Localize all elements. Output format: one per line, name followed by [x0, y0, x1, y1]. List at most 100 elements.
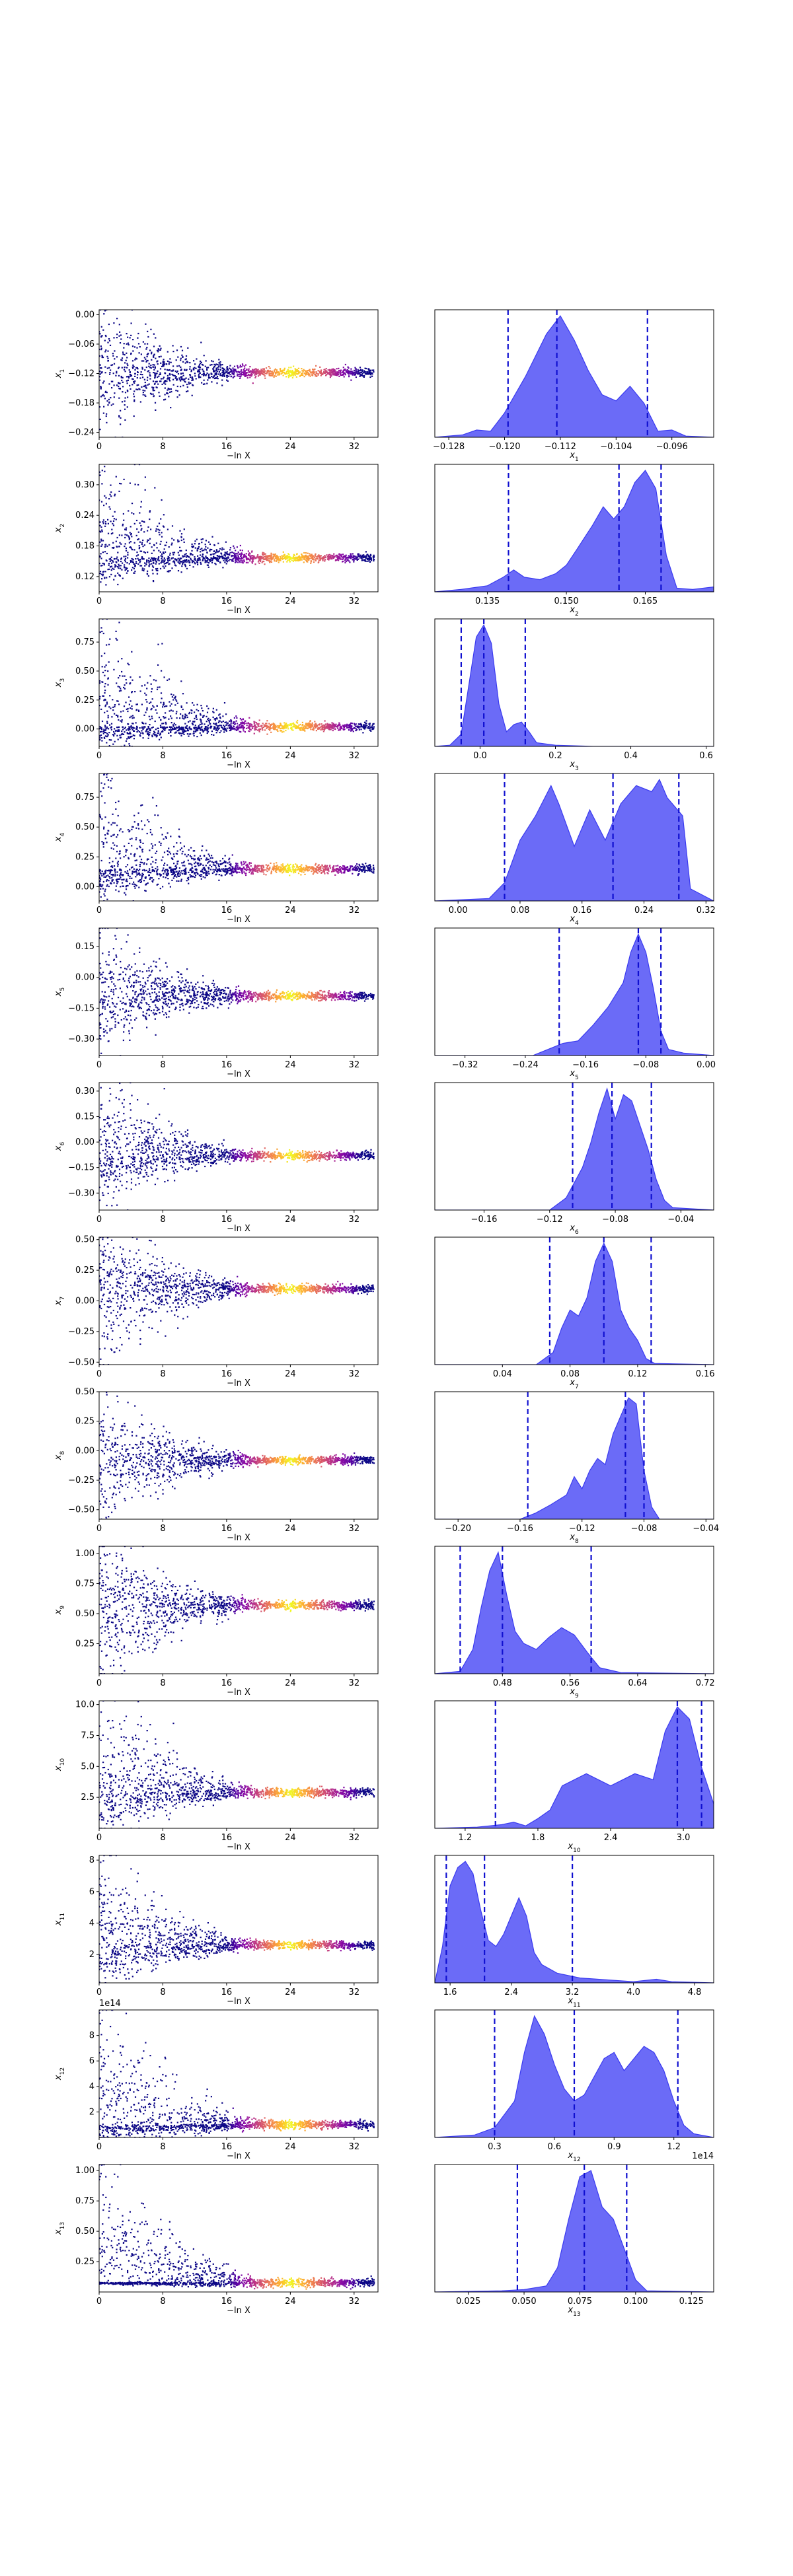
trace-point	[293, 559, 295, 561]
trace-point	[144, 870, 146, 872]
trace-point	[112, 542, 114, 544]
trace-point	[331, 727, 333, 729]
trace-point	[350, 368, 352, 370]
trace-point	[236, 546, 238, 548]
trace-point	[356, 372, 358, 374]
trace-point	[223, 725, 225, 727]
trace-point	[139, 401, 141, 403]
trace-point	[170, 709, 172, 711]
trace-point	[275, 725, 277, 727]
trace-point	[237, 553, 239, 555]
trace-point	[347, 558, 349, 560]
trace-point	[327, 371, 329, 374]
trace-point	[149, 372, 151, 374]
trace-point	[204, 365, 206, 367]
trace-point	[240, 554, 243, 556]
trace-point	[157, 569, 159, 571]
trace-point	[195, 727, 197, 729]
trace-point	[292, 722, 295, 724]
trace-point	[149, 829, 151, 831]
trace-point	[227, 725, 229, 727]
trace-point	[168, 732, 170, 734]
trace-point	[330, 727, 332, 729]
trace-point	[173, 697, 175, 699]
trace-point	[140, 879, 142, 881]
trace-point	[235, 866, 237, 868]
trace-point	[324, 372, 326, 375]
trace-point	[293, 365, 295, 367]
trace-point	[118, 890, 120, 892]
trace-point	[120, 870, 122, 872]
trace-point	[282, 863, 284, 865]
density-area	[435, 624, 714, 746]
trace-point	[133, 730, 135, 732]
trace-point	[202, 557, 204, 559]
trace-point	[274, 868, 276, 870]
trace-point	[363, 375, 365, 377]
trace-point	[292, 557, 294, 559]
trace-point	[355, 368, 357, 370]
trace-point	[202, 729, 204, 731]
trace-point	[204, 729, 206, 731]
trace-point	[104, 310, 106, 311]
trace-point	[289, 369, 291, 372]
trace-point	[266, 373, 268, 375]
trace-point	[100, 540, 102, 542]
trace-point	[108, 876, 110, 878]
trace-point	[245, 556, 246, 558]
trace-point	[144, 343, 146, 345]
trace-point	[327, 369, 329, 371]
trace-point	[216, 863, 218, 865]
trace-point	[202, 554, 204, 555]
trace-point	[352, 728, 354, 730]
trace-point	[143, 726, 145, 728]
trace-point	[218, 727, 220, 729]
trace-point	[205, 875, 207, 877]
trace-point	[198, 364, 201, 366]
trace-point	[352, 553, 354, 555]
trace-point	[114, 704, 116, 706]
trace-point	[138, 880, 140, 882]
trace-point	[221, 379, 223, 381]
trace-point	[100, 545, 102, 547]
trace-point	[190, 376, 192, 378]
trace-point	[143, 551, 145, 553]
trace-point	[270, 871, 272, 873]
trace-point	[184, 731, 186, 733]
trace-point	[170, 694, 172, 696]
trace-point	[115, 637, 117, 639]
trace-point	[151, 546, 153, 548]
trace-point	[356, 558, 358, 561]
trace-point	[355, 376, 357, 378]
trace-point	[104, 577, 106, 579]
trace-point	[173, 728, 175, 730]
trace-point	[217, 730, 219, 732]
trace-point	[188, 871, 190, 873]
trace-point	[352, 374, 354, 376]
trace-point	[148, 557, 150, 559]
trace-point	[118, 690, 121, 692]
trace-point	[137, 823, 139, 825]
trace-point	[123, 347, 125, 349]
trace-point	[285, 555, 287, 557]
trace-point	[329, 725, 331, 727]
trace-point	[129, 727, 131, 729]
trace-point	[198, 367, 200, 369]
trace-point	[311, 725, 313, 727]
trace-point	[191, 543, 193, 545]
trace-point	[184, 727, 186, 729]
trace-point	[223, 725, 226, 727]
trace-point	[230, 725, 232, 727]
trace-point	[125, 555, 127, 557]
trace-point	[159, 349, 161, 351]
trace-point	[112, 743, 114, 745]
trace-point	[213, 550, 215, 552]
trace-point	[133, 717, 135, 719]
trace-point	[216, 382, 218, 384]
trace-point	[202, 369, 204, 371]
trace-point	[230, 729, 232, 731]
trace-point	[286, 556, 288, 558]
trace-point	[207, 557, 209, 559]
trace-point	[136, 552, 138, 554]
trace-point	[302, 371, 304, 373]
